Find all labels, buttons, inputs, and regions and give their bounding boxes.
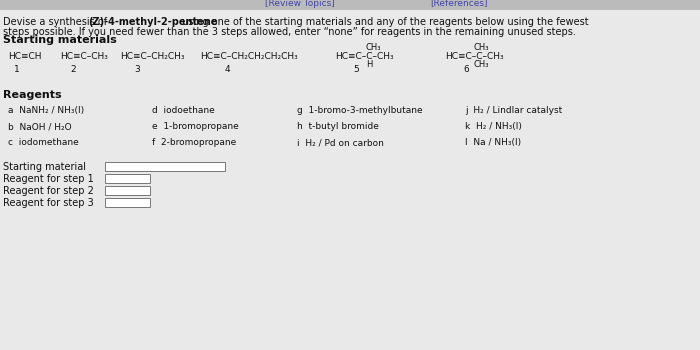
FancyBboxPatch shape — [105, 198, 150, 207]
Text: (Z)-4-methyl-2-pentene: (Z)-4-methyl-2-pentene — [88, 17, 217, 27]
Text: l  Na / NH₃(l): l Na / NH₃(l) — [465, 138, 521, 147]
Text: j  H₂ / Lindlar catalyst: j H₂ / Lindlar catalyst — [465, 106, 562, 115]
Text: HC≡C–C–CH₃: HC≡C–C–CH₃ — [335, 52, 393, 61]
Text: 6: 6 — [463, 65, 469, 74]
Text: 2: 2 — [70, 65, 76, 74]
Text: k  H₂ / NH₃(l): k H₂ / NH₃(l) — [465, 122, 522, 131]
Text: g  1-bromo-3-methylbutane: g 1-bromo-3-methylbutane — [297, 106, 423, 115]
Text: [References]: [References] — [430, 0, 487, 7]
Text: HC≡CH: HC≡CH — [8, 52, 41, 61]
Text: CH₃: CH₃ — [474, 43, 489, 52]
Text: HC≡C–CH₃: HC≡C–CH₃ — [60, 52, 108, 61]
Text: 3: 3 — [134, 65, 140, 74]
FancyBboxPatch shape — [105, 162, 225, 171]
Text: Reagent for step 2: Reagent for step 2 — [3, 186, 94, 196]
Text: 5: 5 — [353, 65, 358, 74]
Text: Devise a synthesis of: Devise a synthesis of — [3, 17, 111, 27]
Text: Reagent for step 3: Reagent for step 3 — [3, 198, 94, 208]
Text: 4: 4 — [225, 65, 230, 74]
Text: c  iodomethane: c iodomethane — [8, 138, 78, 147]
Text: f  2-bromopropane: f 2-bromopropane — [152, 138, 237, 147]
Text: CH₃: CH₃ — [366, 43, 382, 52]
Text: a  NaNH₂ / NH₃(l): a NaNH₂ / NH₃(l) — [8, 106, 84, 115]
Text: [Review Topics]: [Review Topics] — [265, 0, 335, 7]
FancyBboxPatch shape — [105, 174, 150, 183]
Text: HC≡C–C–CH₃: HC≡C–C–CH₃ — [445, 52, 503, 61]
Text: HC≡C–CH₂CH₃: HC≡C–CH₂CH₃ — [120, 52, 185, 61]
FancyBboxPatch shape — [0, 10, 700, 350]
FancyBboxPatch shape — [105, 186, 150, 195]
Text: b  NaOH / H₂O: b NaOH / H₂O — [8, 122, 71, 131]
Text: e  1-bromopropane: e 1-bromopropane — [152, 122, 239, 131]
Text: Starting materials: Starting materials — [3, 35, 117, 45]
Text: Reagents: Reagents — [3, 90, 62, 100]
Text: d  iodoethane: d iodoethane — [152, 106, 215, 115]
Text: steps possible. If you need fewer than the 3 steps allowed, enter “none” for rea: steps possible. If you need fewer than t… — [3, 27, 576, 37]
Text: 1: 1 — [14, 65, 20, 74]
Text: CH₃: CH₃ — [474, 60, 489, 69]
Text: HC≡C–CH₂CH₂CH₂CH₃: HC≡C–CH₂CH₂CH₂CH₃ — [200, 52, 298, 61]
Text: Starting material: Starting material — [3, 162, 86, 172]
Text: h  t-butyl bromide: h t-butyl bromide — [297, 122, 379, 131]
Text: H: H — [366, 60, 372, 69]
Text: using one of the starting materials and any of the reagents below using the fewe: using one of the starting materials and … — [179, 17, 589, 27]
FancyBboxPatch shape — [0, 0, 700, 10]
Text: Reagent for step 1: Reagent for step 1 — [3, 174, 94, 184]
Text: i  H₂ / Pd on carbon: i H₂ / Pd on carbon — [297, 138, 384, 147]
